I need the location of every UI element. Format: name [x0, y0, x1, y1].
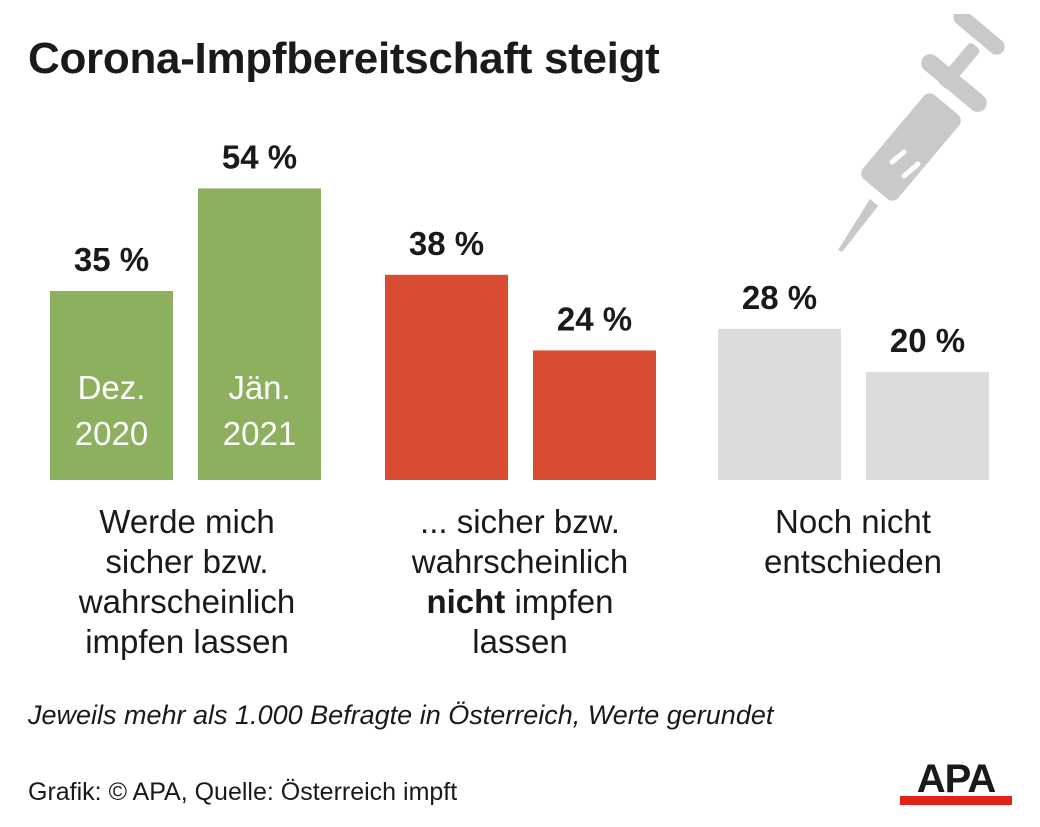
- bar-0-0: [50, 291, 173, 480]
- apa-logo-text: APA: [917, 760, 996, 801]
- bar-0-1: [198, 188, 321, 480]
- bar-2-0: [718, 328, 841, 480]
- value-label-2-1: 20 %: [890, 322, 965, 359]
- group-label-line: Noch nicht: [775, 503, 931, 540]
- group-label-line: wahrscheinlich: [78, 583, 296, 620]
- group-label-unentschieden: Noch nicht entschieden: [703, 502, 1003, 582]
- group-label-nicht-impfen: ... sicher bzw. wahrscheinlich nicht impfe…: [370, 502, 670, 662]
- syringe-icon: [838, 14, 1005, 252]
- group-label-line: lassen: [472, 623, 568, 660]
- footnote: Jeweils mehr als 1.000 Befragte in Öster…: [28, 700, 774, 730]
- period-label-0-0-1: 2020: [75, 415, 148, 452]
- bar-1-0: [385, 274, 508, 480]
- group-label-impfen: Werde mich sicher bzw. wahrscheinlich impfe…: [37, 502, 337, 662]
- value-label-2-0: 28 %: [742, 279, 817, 316]
- source-credit: Grafik: © APA, Quelle: Österreich impft: [28, 778, 458, 806]
- group-label-line: impfen lassen: [85, 623, 289, 660]
- period-label-0-0-0: Dez.: [78, 369, 146, 406]
- bar-chart: 35 % Dez. 2020 54 % Jän. 2021 38 % 24 % 28 % 20 %: [50, 138, 989, 480]
- period-label-0-1-1: 2021: [223, 415, 296, 452]
- group-label-line: entschieden: [764, 543, 942, 580]
- bar-2-1: [866, 372, 989, 480]
- group-label-line: Werde mich: [99, 503, 275, 540]
- value-label-1-0: 38 %: [409, 225, 484, 262]
- group-label-line: ... sicher bzw.: [420, 503, 620, 540]
- chart-title: Corona-Impfbereitschaft steigt: [28, 34, 660, 83]
- period-label-0-1-0: Jän.: [228, 369, 290, 406]
- value-label-0-0: 35 %: [74, 241, 149, 278]
- group-label-line: wahrscheinlich: [411, 543, 629, 580]
- value-label-1-1: 24 %: [557, 300, 632, 337]
- group-label-line: nicht impfen: [426, 583, 614, 620]
- bar-1-1: [533, 350, 656, 480]
- apa-logo: APA: [900, 760, 1012, 805]
- value-label-0-1: 54 %: [222, 138, 297, 175]
- group-label-line: sicher bzw.: [105, 543, 269, 580]
